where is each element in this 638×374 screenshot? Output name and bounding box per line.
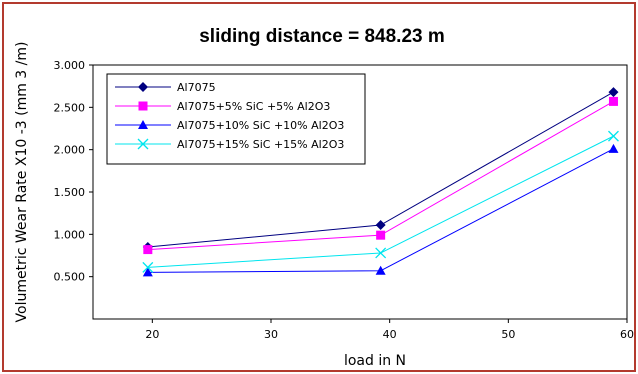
data-point: [608, 87, 619, 98]
x-tick-label: 30: [264, 328, 278, 341]
legend-entry: Al7075+15% SiC +15% Al2O3: [115, 138, 344, 151]
y-axis-label: Volumetric Wear Rate X10 -3 (mm 3 /m): [14, 42, 30, 323]
legend-entry: Al7075+10% SiC +10% Al2O3: [115, 119, 344, 132]
legend-marker: [137, 138, 149, 150]
x-tick-label: 20: [145, 328, 159, 341]
legend-label: Al7075+15% SiC +15% Al2O3: [177, 138, 344, 151]
legend-entry: Al7075+5% SiC +5% Al2O3: [115, 100, 330, 113]
axes: 0.500 1.000 1.500 2.000 2.500 3.000 20 30 40 50 60: [54, 59, 635, 341]
series-2: [143, 96, 618, 255]
x-marker-stroke: [137, 138, 149, 150]
data-point: [608, 130, 619, 142]
series-4: [142, 130, 619, 273]
legend-label: Al7075+10% SiC +10% Al2O3: [177, 119, 344, 132]
data-point: [375, 265, 386, 275]
chart-title: sliding distance = 848.23 m: [199, 26, 445, 47]
data-point: [142, 261, 154, 273]
legend-box: [106, 73, 366, 165]
y-tick-label: 3.000: [54, 59, 86, 72]
data-point: [376, 230, 386, 240]
legend: Al7075 Al7075+5% SiC +5% Al2O3 Al7075+10% …: [106, 73, 366, 165]
y-tick-label: 1.000: [54, 228, 86, 241]
y-tick-label: 2.000: [54, 144, 86, 157]
y-tick-label: 1.500: [54, 186, 86, 199]
y-tick-label: 2.500: [54, 101, 86, 114]
x-marker-stroke: [608, 130, 619, 142]
series-layer: [142, 87, 619, 277]
x-marker-stroke: [375, 247, 387, 259]
legend-marker: [138, 101, 148, 111]
x-axis-label: load in N: [344, 353, 406, 369]
data-point: [608, 143, 619, 153]
data-point: [142, 267, 153, 277]
line-chart: sliding distance = 848.23 m Volumetric W…: [14, 26, 635, 369]
data-point: [608, 96, 618, 106]
legend-entry: Al7075: [115, 81, 216, 94]
data-point: [375, 220, 386, 231]
data-point: [143, 245, 153, 255]
legend-label: Al7075: [177, 81, 216, 94]
x-tick-label: 50: [501, 328, 515, 341]
legend-marker: [138, 82, 148, 92]
y-tick-label: 0.500: [54, 271, 86, 284]
x-marker-stroke: [142, 261, 154, 273]
legend-marker: [138, 120, 148, 129]
legend-label: Al7075+5% SiC +5% Al2O3: [177, 100, 330, 113]
series-3: [142, 143, 619, 277]
x-tick-label: 60: [620, 328, 634, 341]
x-tick-label: 40: [383, 328, 397, 341]
data-point: [375, 247, 387, 259]
